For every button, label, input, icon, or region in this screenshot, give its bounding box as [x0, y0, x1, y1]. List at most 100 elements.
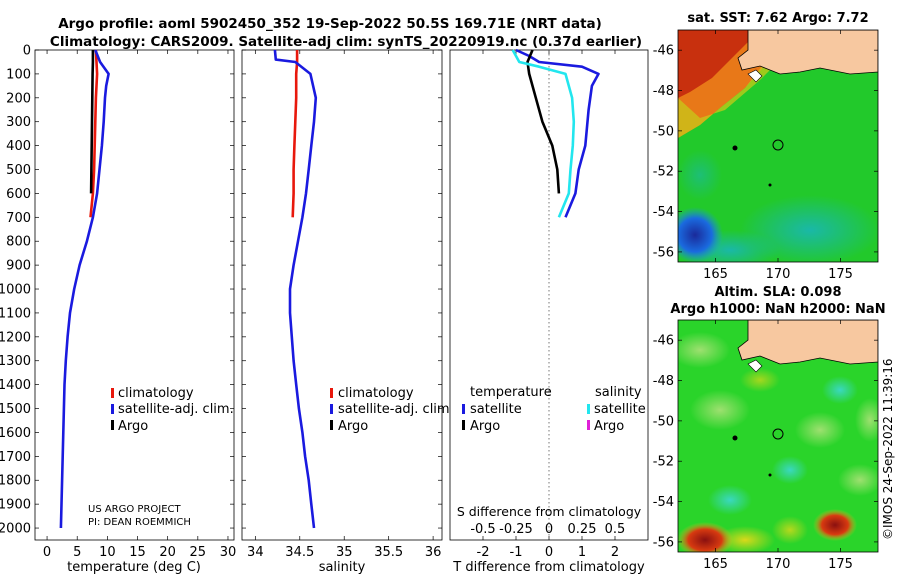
- depth-tick-label: 200: [6, 91, 31, 106]
- map-lon-label: 175: [828, 267, 853, 282]
- legend-swatch-s-argo: [587, 420, 590, 430]
- legend-label-s-satellite: satellite: [594, 402, 646, 417]
- x-tick-label: 2: [611, 545, 619, 560]
- legend-swatch-argo: [111, 420, 114, 430]
- map-lat-label: -46: [653, 334, 674, 349]
- x-tick-label: 34: [247, 545, 264, 560]
- x-tick-label: -1: [510, 545, 523, 560]
- map-lat-label: -54: [653, 205, 674, 220]
- difference-panel: -2 -1 0 1 2 -0.5 -0.25 0 0.25 0.5 S difference f…: [449, 48, 649, 575]
- map-lat-label: -46: [653, 44, 674, 59]
- series-line-climatology: [89, 49, 99, 218]
- legend-title-salinity: salinity: [595, 385, 642, 400]
- legend-label-t-satellite: satellite: [470, 402, 522, 417]
- salinity-axis-label: salinity: [319, 560, 366, 575]
- series-line-satellite-adj-clim: [59, 49, 110, 529]
- sst-map-ticks: 165 170 175 -46 -48 -50 -52 -54 -56: [653, 30, 878, 282]
- map-lat-label: -48: [653, 374, 674, 389]
- x-tick-label: 30: [220, 545, 237, 560]
- legend-swatch-s-satellite: [587, 404, 590, 414]
- series-line-argo: [89, 50, 95, 194]
- map-lon-label: 165: [703, 267, 728, 282]
- x-tick-label: 5: [73, 545, 81, 560]
- sla-field: [678, 320, 878, 552]
- legend-swatch-t-argo: [462, 420, 465, 430]
- s-diff-tick-label: 0.25: [568, 522, 597, 537]
- sla-map-ticks: 165 170 175 -46 -48 -50 -52 -54 -56: [653, 320, 878, 572]
- legend-title-temperature: temperature: [470, 385, 552, 400]
- depth-tick-label: 1500: [0, 402, 31, 417]
- x-tick-label: 0: [545, 545, 553, 560]
- x-tick-label: 35.5: [374, 545, 403, 560]
- x-tick-label: 25: [190, 545, 207, 560]
- x-tick-label: -2: [477, 545, 490, 560]
- depth-tick-label: 300: [6, 115, 31, 130]
- depth-tick-label: 500: [6, 163, 31, 178]
- map-lat-label: -50: [653, 124, 674, 139]
- series-line-climatology: [291, 50, 299, 218]
- t-difference-axis-label: T difference from climatology: [452, 560, 645, 575]
- sst-map-title: sat. SST: 7.62 Argo: 7.72: [687, 11, 868, 26]
- s-diff-tick-label: -0.5: [470, 522, 495, 537]
- depth-tick-label: 1900: [0, 498, 31, 513]
- depth-tick-label: 1100: [0, 306, 31, 321]
- map-lat-label: -54: [653, 495, 674, 510]
- depth-tick-label: 700: [6, 211, 31, 226]
- salinity-axis-ticks: 34 34.5 35 35.5 36: [247, 50, 441, 560]
- sst-map-panel: sat. SST: 7.62 Argo: 7.72 165 170 175 -46 -4…: [653, 11, 879, 282]
- temperature-panel: 0100200300400500600700800900100011001200…: [0, 44, 236, 576]
- project-credit: US ARGO PROJECT: [88, 504, 182, 515]
- legend-swatch-satellite-clim: [111, 404, 114, 414]
- temperature-axis-ticks: 0 5 10 15 20 25 30: [43, 50, 236, 560]
- x-tick-label: 10: [99, 545, 116, 560]
- x-tick-label: 0: [43, 545, 51, 560]
- depth-tick-label: 100: [6, 67, 31, 82]
- legend-label-satellite-clim: satellite-adj. clim.: [338, 402, 454, 417]
- x-tick-label: 20: [159, 545, 176, 560]
- legend-label-satellite-clim: satellite-adj. clim.: [118, 402, 234, 417]
- map-lat-label: -52: [653, 455, 674, 470]
- x-tick-label: 36: [425, 545, 442, 560]
- depth-tick-label: 400: [6, 139, 31, 154]
- map-lon-label: 175: [828, 557, 853, 572]
- salinity-legend: climatology satellite-adj. clim. Argo: [330, 386, 454, 434]
- series-line-salinity-satellite: [511, 49, 576, 218]
- depth-tick-label: 600: [6, 187, 31, 202]
- s-diff-tick-label: 0.5: [605, 522, 626, 537]
- map-lon-label: 170: [766, 557, 791, 572]
- difference-series: [511, 48, 600, 218]
- map-lon-label: 165: [703, 557, 728, 572]
- imos-timestamp: ©IMOS 24-Sep-2022 11:39:16: [881, 358, 895, 540]
- series-line-temperature-satellite: [515, 48, 600, 218]
- x-tick-label: 1: [578, 545, 586, 560]
- depth-tick-label: 1600: [0, 426, 31, 441]
- legend-swatch-argo: [330, 420, 333, 430]
- temperature-legend: climatology satellite-adj. clim. Argo: [111, 386, 234, 434]
- legend-label-t-argo: Argo: [470, 419, 500, 434]
- difference-legend: temperature salinity satellite Argo sate…: [462, 385, 646, 434]
- x-tick-label: 35: [336, 545, 353, 560]
- legend-label-argo: Argo: [118, 419, 148, 434]
- depth-tick-label: 1700: [0, 450, 31, 465]
- depth-tick-label: 2000: [0, 522, 31, 537]
- x-tick-label: 15: [129, 545, 146, 560]
- pi-credit: PI: DEAN ROEMMICH: [88, 517, 191, 528]
- map-lat-label: -48: [653, 84, 674, 99]
- salinity-depth-ticks: [242, 49, 442, 529]
- sla-map-panel: Altim. SLA: 0.098 Argo h1000: NaN h2000:…: [653, 285, 886, 572]
- s-diff-tick-label: 0: [545, 522, 553, 537]
- depth-axis-ticks: 0 100 200 300 400 500 600 700 800 900 1000 1100 1200…: [0, 44, 234, 537]
- map-lat-label: -56: [653, 535, 674, 550]
- sla-map-subtitle: Argo h1000: NaN h2000: NaN: [670, 302, 885, 317]
- legend-swatch-t-satellite: [462, 404, 465, 414]
- depth-tick-label: 0: [23, 44, 31, 59]
- map-lon-label: 170: [766, 267, 791, 282]
- map-lat-label: -52: [653, 165, 674, 180]
- salinity-plot-area: [241, 49, 443, 541]
- temperature-series: [59, 49, 110, 529]
- temperature-plot-area: [34, 49, 235, 541]
- legend-label-s-argo: Argo: [594, 419, 624, 434]
- legend-label-argo: Argo: [338, 419, 368, 434]
- legend-swatch-climatology: [111, 388, 114, 398]
